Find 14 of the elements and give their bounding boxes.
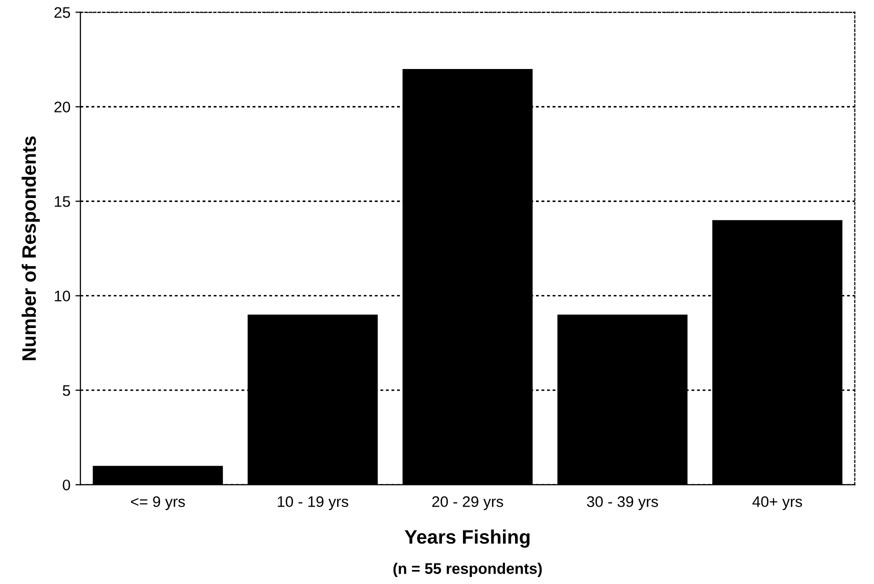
x-tick-label: 30 - 39 yrs [586, 496, 658, 510]
y-tick-label: 10 [54, 290, 70, 302]
x-tick-label: 40+ yrs [752, 496, 802, 510]
x-axis-title: Years Fishing [404, 530, 530, 548]
y-tick-label: 0 [62, 480, 70, 490]
y-tick-label: 15 [54, 196, 70, 207]
y-axis-title: Number of Respondents [22, 136, 40, 360]
y-tick-label: 25 [54, 7, 70, 18]
x-tick-label: 20 - 29 yrs [432, 496, 504, 510]
y-tick-label: 20 [54, 102, 70, 112]
x-tick-label: <= 9 yrs [131, 496, 185, 510]
y-tick-label: 5 [62, 385, 70, 396]
text: (n = 55 respondents) [393, 562, 542, 577]
x-tick-label: 10 - 19 yrs [278, 496, 348, 510]
